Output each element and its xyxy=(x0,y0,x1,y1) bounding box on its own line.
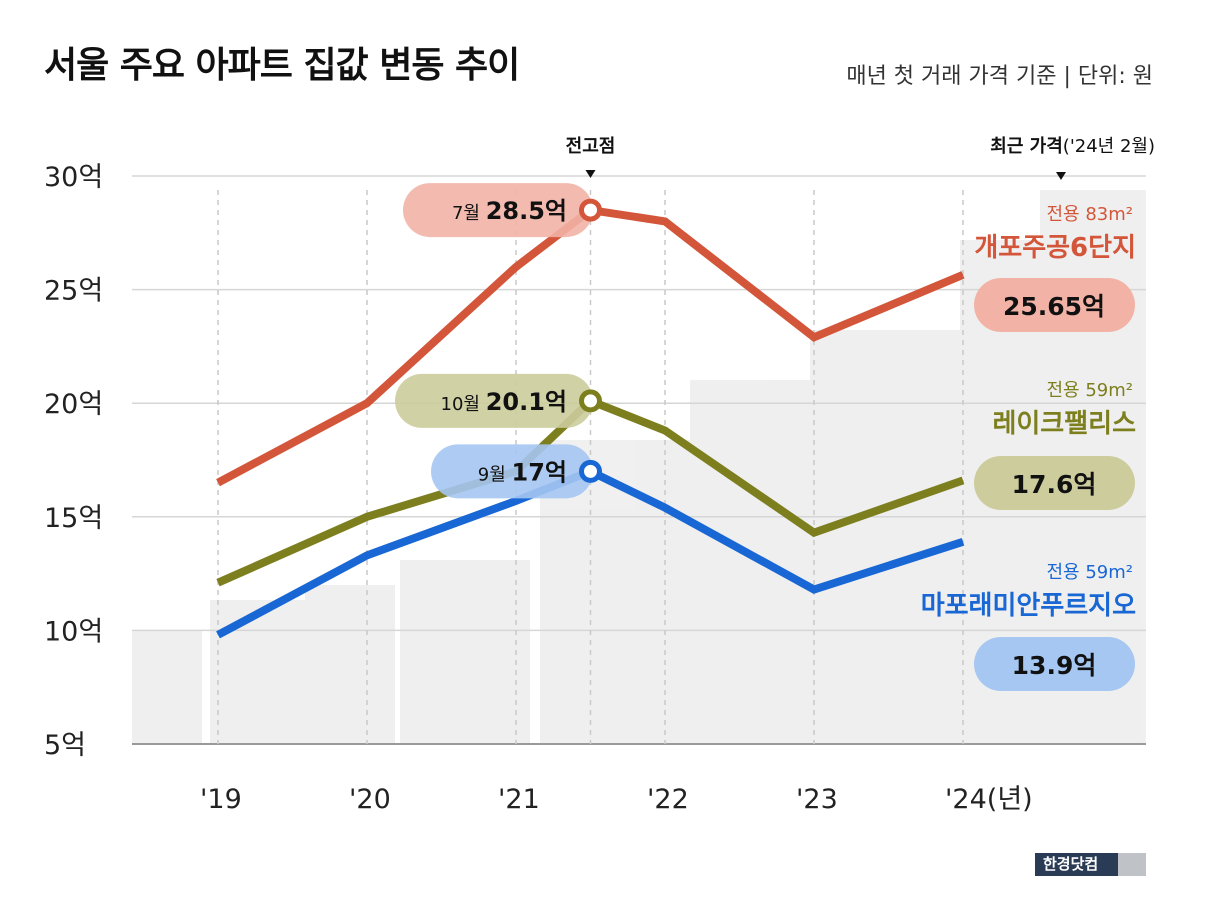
latest-value-badge xyxy=(974,637,1135,691)
series-size-label: 전용 59m² xyxy=(1047,562,1134,583)
x-tick-label: '19 xyxy=(200,784,242,815)
y-tick-label: 10억 xyxy=(44,616,103,647)
peak-value: 20.1억 xyxy=(486,388,567,416)
series-name-label: 개포주공6단지 xyxy=(974,233,1136,263)
peak-marker-label: 전고점 xyxy=(566,136,616,157)
series-name-label: 마포래미안푸르지오 xyxy=(921,591,1136,621)
series-name-label: 레이크팰리스 xyxy=(992,409,1136,439)
y-tick-label: 25억 xyxy=(44,276,103,307)
chart-subtitle: 매년 첫 거래 가격 기준 | 단위: 원 xyxy=(846,64,1153,89)
recent-marker-label-date: ('24년 2월) xyxy=(1063,136,1155,157)
x-tick-label: '20 xyxy=(349,784,391,815)
x-tick-label: '23 xyxy=(796,784,838,815)
peak-badge-label: 9월 17억 xyxy=(478,458,567,486)
x-tick-label: '24(년) xyxy=(945,784,1033,815)
peak-dot xyxy=(579,459,602,483)
series-size-label: 전용 83m² xyxy=(1047,204,1134,225)
y-tick-label: 30억 xyxy=(44,162,103,193)
peak-month: 9월 xyxy=(478,464,512,485)
peak-badge xyxy=(403,183,593,238)
latest-value-label: 13.9억 xyxy=(1012,651,1097,680)
recent-marker-label: 최근 가격('24년 2월) xyxy=(990,136,1155,157)
peak-value: 17억 xyxy=(512,458,567,486)
peak-badge-label: 10월 20.1억 xyxy=(441,388,567,416)
brand-logo: 한경닷컴 xyxy=(1035,853,1146,876)
latest-value-label: 25.65억 xyxy=(1003,292,1105,321)
chart-title: 서울 주요 아파트 집값 변동 추이 xyxy=(44,45,520,86)
peak-badge xyxy=(395,373,593,428)
y-tick-label: 15억 xyxy=(44,503,103,534)
recent-marker-label-bold: 최근 가격 xyxy=(990,136,1063,157)
y-tick-label: 20억 xyxy=(44,389,103,420)
latest-value-label: 17.6억 xyxy=(1012,470,1097,499)
latest-value-badge xyxy=(974,278,1135,332)
peak-month: 10월 xyxy=(441,394,486,415)
peak-value: 28.5억 xyxy=(486,197,567,225)
x-tick-label: '22 xyxy=(647,784,689,815)
latest-value-badge xyxy=(974,456,1135,510)
peak-dot xyxy=(579,389,602,413)
peak-dot xyxy=(579,198,602,222)
peak-marker-arrow xyxy=(585,170,596,178)
peak-month: 7월 xyxy=(452,203,486,224)
series-size-label: 전용 59m² xyxy=(1047,380,1134,401)
peak-badge-label: 7월 28.5억 xyxy=(452,197,567,225)
peak-badge xyxy=(431,444,593,499)
x-tick-label: '21 xyxy=(498,784,540,815)
recent-marker-arrow xyxy=(1056,172,1066,180)
y-tick-label: 5억 xyxy=(44,730,86,761)
